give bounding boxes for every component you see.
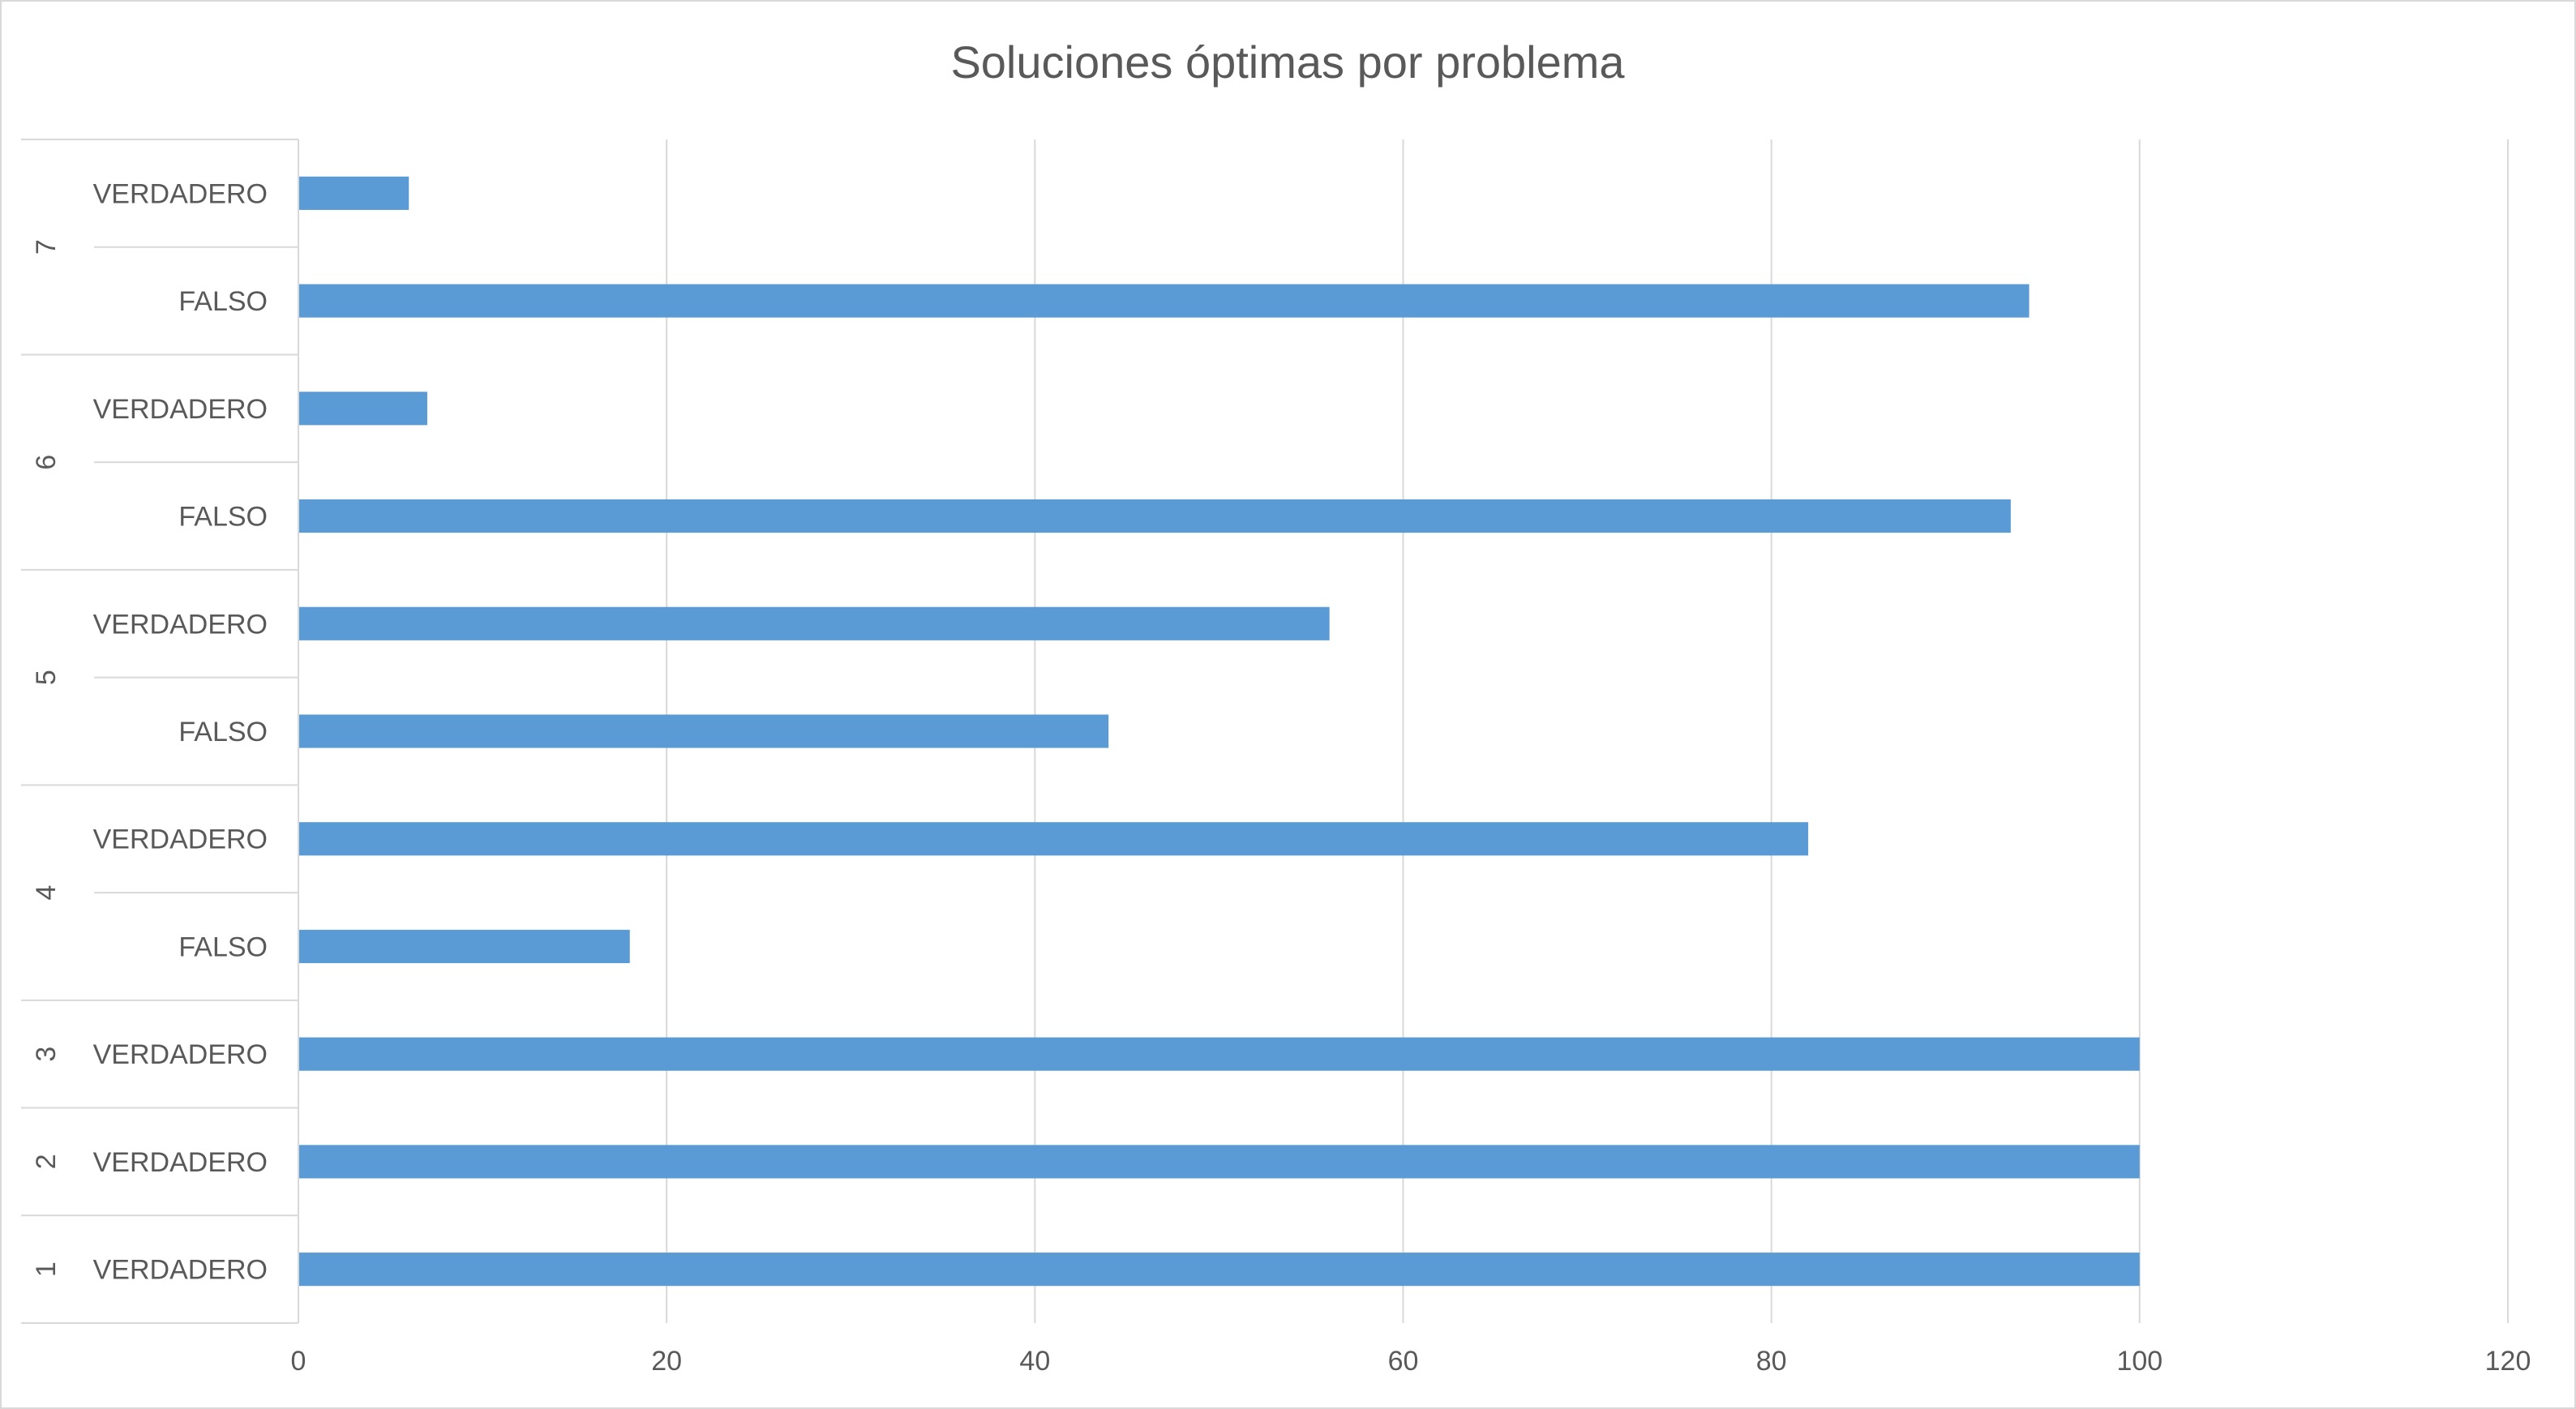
bar — [298, 1253, 2140, 1287]
category-axis: VERDADERO VERDADERO VERDADERO FALSO VERDADER… — [21, 139, 299, 1324]
bar — [298, 284, 2030, 318]
bar — [298, 929, 630, 964]
category-label: VERDADERO — [93, 394, 268, 425]
x-tick-label: 20 — [651, 1346, 682, 1377]
group-label: 1 — [31, 1261, 62, 1277]
chart-title: Soluciones óptimas por problema — [950, 36, 1625, 88]
category-label: VERDADERO — [93, 1147, 268, 1178]
group-label: 4 — [31, 885, 62, 901]
bar — [298, 714, 1109, 748]
bar — [298, 1037, 2140, 1071]
group-label: 5 — [31, 670, 62, 685]
category-label: VERDADERO — [93, 1039, 268, 1070]
category-label: VERDADERO — [93, 1255, 268, 1286]
x-tick-label: 80 — [1756, 1346, 1787, 1377]
bar — [298, 606, 1330, 640]
gridlines — [666, 139, 2509, 1323]
x-tick-label: 100 — [2116, 1346, 2162, 1377]
category-label: VERDADERO — [93, 609, 268, 640]
category-label: VERDADERO — [93, 824, 268, 855]
category-label: FALSO — [178, 717, 268, 747]
x-tick-label: 0 — [291, 1346, 306, 1377]
category-label: VERDADERO — [93, 178, 268, 209]
group-label: 7 — [31, 239, 62, 255]
group-label: 2 — [31, 1154, 62, 1169]
x-tick-label: 40 — [1019, 1346, 1050, 1377]
bar — [298, 1145, 2140, 1179]
category-label: FALSO — [178, 502, 268, 533]
bar — [298, 822, 1809, 856]
bar — [298, 392, 427, 426]
group-label: 6 — [31, 455, 62, 470]
value-axis: 0 20 40 60 80 100 120 — [291, 1346, 2531, 1377]
category-label: FALSO — [178, 286, 268, 317]
x-tick-label: 120 — [2485, 1346, 2531, 1377]
bar — [298, 499, 2011, 533]
group-label: 3 — [31, 1047, 62, 1062]
category-label: FALSO — [178, 931, 268, 962]
bar — [298, 176, 409, 210]
bars — [298, 176, 2140, 1287]
x-tick-label: 60 — [1388, 1346, 1419, 1377]
